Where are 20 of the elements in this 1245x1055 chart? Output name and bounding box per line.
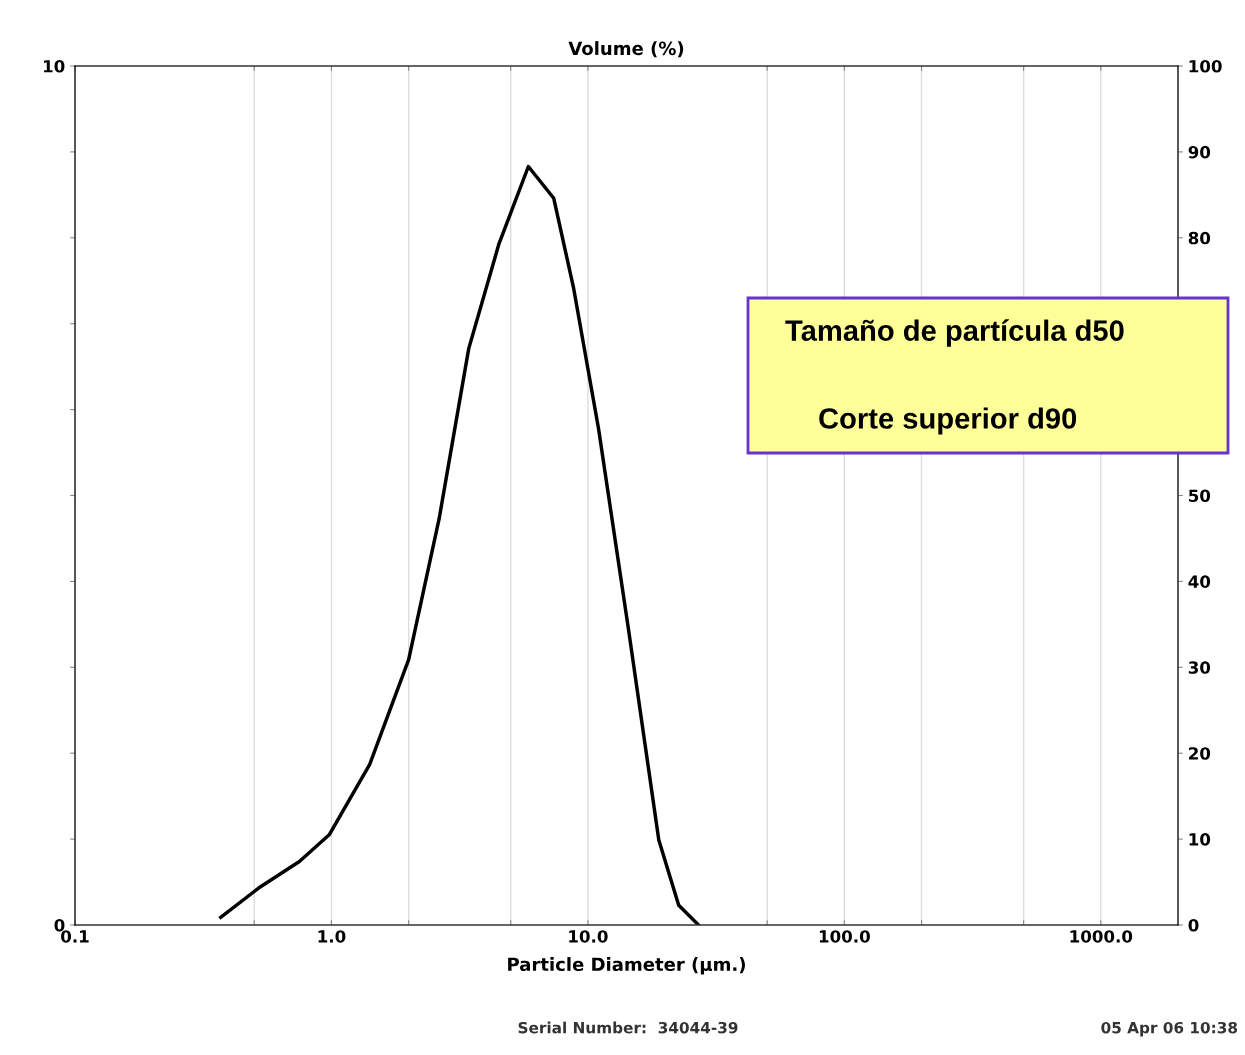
y2-tick-label: 0 [1188, 918, 1199, 932]
y2-tick-label: 50 [1189, 489, 1211, 503]
annotation: Corte superior d90 [819, 407, 1077, 435]
x-tick-label: 100.0 [819, 930, 870, 943]
x-tick-label: 1.0 [318, 930, 346, 943]
y2-tick-label: 10 [1189, 833, 1211, 846]
text: 05 Apr 06 10:38 [1101, 1021, 1238, 1037]
x-tick-label: 0.1 [61, 930, 89, 943]
y2-tick-label: 80 [1188, 231, 1211, 245]
y2-tick-label: 30 [1188, 661, 1211, 674]
y2-tick-label: 20 [1189, 747, 1211, 760]
x-tick-label: 1000.0 [1070, 930, 1133, 943]
y2-tick-label: 90 [1188, 145, 1211, 159]
chart-title: Volume (%) [568, 41, 684, 58]
annotation: Tamaño de partícula d50 [785, 319, 1124, 347]
text: Serial Number: 34044-39 [518, 1021, 738, 1034]
x-axis-title: Particle Diameter (μm.) [508, 957, 745, 975]
y2-tick-label: 40 [1188, 575, 1211, 588]
x-tick-label: 10.0 [569, 930, 608, 943]
y2-tick-label: 100 [1189, 59, 1222, 73]
